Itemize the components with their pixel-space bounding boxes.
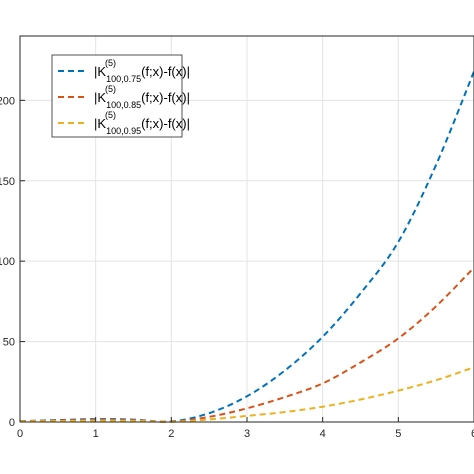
legend-label-3: |K100,0.95(f;x)-f(x)| [94,116,190,136]
x-tick-label: 1 [93,428,99,440]
legend: |K100,0.75(f;x)-f(x)|(5)|K100,0.85(f;x)-… [51,54,190,138]
y-tick-label: 100 [0,256,15,268]
legend-label-2: |K100,0.85(f;x)-f(x)| [94,90,190,110]
y-tick-label: 50 [3,337,15,349]
legend-label-1: |K100,0.75(f;x)-f(x)| [94,64,190,84]
legend-base: |K [94,90,106,105]
legend-tail: (f;x)-f(x)| [141,116,190,131]
x-tick-label: 0 [17,428,23,440]
legend-tail: (f;x)-f(x)| [141,90,190,105]
x-tick-label: 2 [168,428,174,440]
legend-base: |K [94,116,106,131]
y-tick-label: 0 [9,417,15,429]
y-tick-label: 200 [0,95,15,107]
legend-superscript-2: (5) [105,84,116,94]
x-tick-label: 3 [244,428,250,440]
x-tick-label: 6 [471,428,474,440]
legend-subscript: 100,0.95 [106,126,141,136]
legend-superscript-3: (5) [105,110,116,120]
tick-layer: 0 1 2 3 4 5 6 0 50 100 150 200 [0,95,474,440]
legend-tail: (f;x)-f(x)| [141,64,190,79]
legend-base: |K [94,64,106,79]
y-tick-label: 150 [0,176,15,188]
x-tick-label: 5 [395,428,401,440]
legend-superscript-1: (5) [105,58,116,68]
x-tick-label: 4 [320,428,326,440]
legend-subscript: 100,0.85 [106,100,141,110]
legend-subscript: 100,0.75 [106,74,141,84]
